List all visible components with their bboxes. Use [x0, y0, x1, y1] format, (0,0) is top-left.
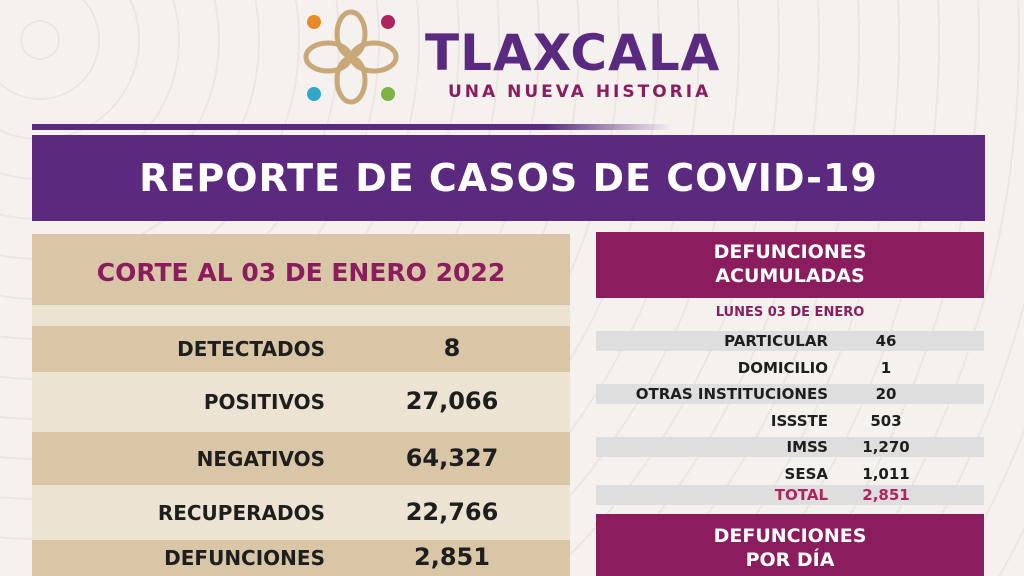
deaths-heading-line: DEFUNCIONES [713, 241, 867, 263]
deaths-label: SESA [784, 464, 828, 483]
deaths-heading-line: ACUMULADAS [715, 265, 865, 287]
summary-row: DETECTADOS 8 [32, 326, 570, 372]
daily-heading-line: POR DÍA [745, 549, 835, 571]
brand-title: TLAXCALA [425, 24, 721, 82]
deaths-total-row: TOTAL 2,851 [596, 485, 984, 505]
summary-row: RECUPERADOS 22,766 [32, 485, 570, 540]
deaths-row: DOMICILIO 1 [596, 358, 984, 378]
deaths-label: PARTICULAR [724, 332, 828, 350]
deaths-total-value: 2,851 [862, 486, 910, 504]
deaths-value: 1 [880, 358, 892, 377]
banner: REPORTE DE CASOS DE COVID-19 [32, 135, 985, 221]
summary-value: 2,851 [414, 543, 490, 571]
deaths-row: SESA 1,011 [596, 464, 984, 484]
deaths-heading: DEFUNCIONES ACUMULADAS [596, 232, 984, 298]
summary-row: POSITIVOS 27,066 [32, 372, 570, 432]
summary-value: 8 [443, 334, 461, 362]
deaths-value: 46 [875, 332, 897, 350]
spacer [32, 305, 570, 326]
deaths-value: 1,270 [862, 438, 910, 456]
summary-row: DEFUNCIONES 2,851 [32, 540, 570, 576]
summary-heading: CORTE AL 03 DE ENERO 2022 [96, 258, 506, 287]
deaths-label: OTRAS INSTITUCIONES [635, 385, 828, 403]
summary-value: 27,066 [405, 387, 499, 415]
deaths-value: 1,011 [862, 464, 910, 483]
summary-label: DETECTADOS [177, 337, 325, 361]
deaths-label: DOMICILIO [737, 358, 828, 377]
deaths-date: LUNES 03 DE ENERO [715, 305, 865, 320]
summary-heading-row: CORTE AL 03 DE ENERO 2022 [32, 234, 570, 305]
deaths-row: OTRAS INSTITUCIONES 20 [596, 384, 984, 404]
brand-subtitle: UNA NUEVA HISTORIA [448, 82, 712, 102]
deaths-row: PARTICULAR 46 [596, 331, 984, 351]
deaths-row: IMSS 1,270 [596, 437, 984, 457]
daily-heading-line: DEFUNCIONES [713, 525, 867, 547]
daily-heading: DEFUNCIONES POR DÍA [596, 514, 984, 576]
logo [303, 9, 399, 105]
deaths-total-label: TOTAL [774, 486, 828, 504]
summary-row: NEGATIVOS 64,327 [32, 432, 570, 485]
divider [32, 124, 672, 130]
deaths-value: 503 [870, 411, 902, 430]
summary-label: DEFUNCIONES [164, 546, 325, 570]
deaths-label: ISSSTE [770, 411, 828, 430]
summary-label: POSITIVOS [203, 390, 325, 414]
deaths-value: 20 [875, 385, 897, 403]
deaths-row: ISSSTE 503 [596, 411, 984, 431]
summary-label: RECUPERADOS [157, 500, 325, 525]
summary-label: NEGATIVOS [196, 446, 325, 471]
deaths-label: IMSS [786, 438, 828, 456]
summary-value: 64,327 [405, 443, 499, 472]
summary-value: 22,766 [405, 497, 499, 526]
